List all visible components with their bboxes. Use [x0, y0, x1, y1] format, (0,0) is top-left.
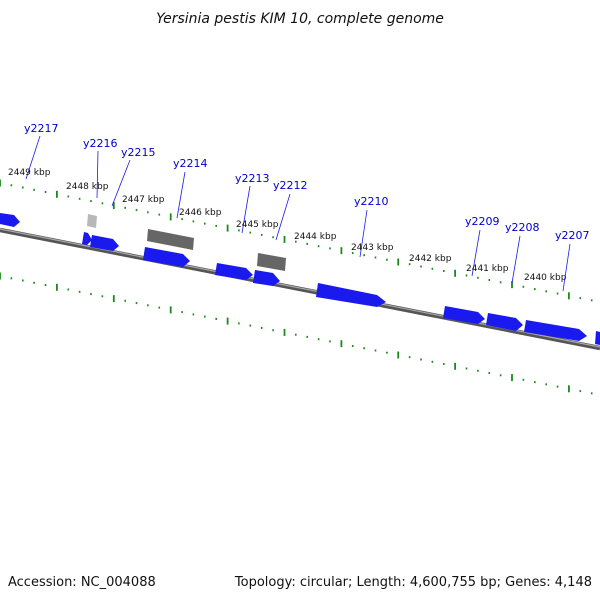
kbp-label: 2445 kbp — [236, 220, 279, 230]
gene-label[interactable]: y2210 — [354, 195, 389, 208]
outer-tick-ring — [0, 179, 593, 302]
gene-label[interactable]: y2207 — [555, 229, 590, 242]
kbp-label: 2444 kbp — [294, 232, 337, 242]
kbp-label: 2446 kbp — [179, 208, 222, 218]
gene-feature[interactable] — [257, 253, 286, 271]
kbp-label: 2441 kbp — [466, 264, 509, 274]
gene-label[interactable]: y2215 — [121, 146, 156, 159]
gene-feature[interactable] — [87, 214, 97, 228]
gene-feature[interactable] — [82, 232, 92, 245]
gene-label[interactable]: y2208 — [505, 221, 540, 234]
scale-labels: 2449 kbp 2448 kbp 2447 kbp 2446 kbp 2445… — [8, 168, 567, 283]
gene-feature[interactable] — [595, 331, 600, 345]
kbp-label: 2448 kbp — [66, 182, 109, 192]
genome-summary-text: Topology: circular; Length: 4,600,755 bp… — [234, 575, 592, 590]
gene-feature[interactable] — [215, 263, 253, 280]
kbp-label: 2442 kbp — [409, 254, 452, 264]
accession-text: Accession: NC_004088 — [8, 575, 156, 590]
gene-label[interactable]: y2214 — [173, 157, 208, 170]
gene-feature[interactable] — [316, 283, 386, 307]
gene-features — [0, 213, 600, 345]
kbp-label: 2447 kbp — [122, 195, 165, 205]
gene-feature[interactable] — [90, 235, 119, 251]
gene-labels: y2217 y2216 y2215 y2214 y2213 y2212 y221… — [24, 122, 590, 292]
gene-label[interactable]: y2216 — [83, 137, 118, 150]
gene-feature[interactable] — [0, 213, 20, 227]
kbp-label: 2440 kbp — [524, 273, 567, 283]
kbp-label: 2443 kbp — [351, 243, 394, 253]
gene-feature[interactable] — [486, 313, 523, 331]
gene-feature[interactable] — [443, 306, 485, 324]
gene-label[interactable]: y2213 — [235, 172, 270, 185]
map-title: Yersinia pestis KIM 10, complete genome — [156, 11, 444, 27]
kbp-label: 2449 kbp — [8, 168, 51, 178]
gene-feature[interactable] — [147, 229, 194, 250]
gene-label[interactable]: y2212 — [273, 179, 308, 192]
genome-backbone — [0, 227, 600, 351]
gene-feature[interactable] — [253, 270, 280, 286]
inner-tick-ring — [0, 272, 593, 395]
gene-label[interactable]: y2209 — [465, 215, 500, 228]
gene-feature[interactable] — [143, 247, 190, 267]
gene-label[interactable]: y2217 — [24, 122, 59, 135]
gene-feature[interactable] — [524, 320, 587, 341]
